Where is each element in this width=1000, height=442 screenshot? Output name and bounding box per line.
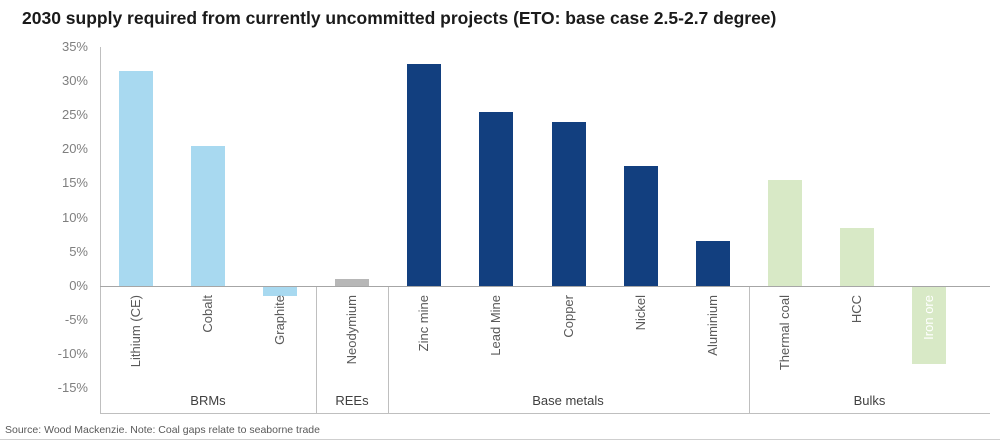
category-label-iron-ore: Iron ore — [921, 295, 936, 340]
y-axis-tick-label: 25% — [61, 107, 88, 123]
y-axis-tick-label: -15% — [57, 380, 88, 395]
category-label-lithium-ce: Lithium (CE) — [128, 295, 143, 368]
category-label-hcc: HCC — [849, 295, 864, 324]
category-label-copper: Copper — [561, 295, 576, 338]
y-axis-tick-label: -10% — [57, 345, 88, 361]
category-label-neodymium: Neodymium — [344, 295, 359, 365]
y-axis-line — [100, 47, 101, 413]
bar-neodymium — [335, 279, 369, 286]
group-separator — [388, 286, 389, 413]
bar-copper — [552, 122, 586, 286]
group-label-bulks: Bulks — [853, 393, 886, 408]
category-label-cobalt: Cobalt — [200, 295, 215, 333]
bottom-divider — [0, 439, 1000, 440]
bar-thermal-coal — [768, 180, 802, 286]
category-label-lead-mine: Lead Mine — [488, 295, 503, 356]
category-label-nickel: Nickel — [633, 295, 648, 331]
chart-title: 2030 supply required from currently unco… — [22, 8, 777, 28]
bar-graphite — [263, 286, 297, 296]
group-separator — [749, 286, 750, 413]
bar-hcc — [840, 228, 874, 286]
group-label-brms: BRMs — [190, 393, 226, 408]
y-axis-tick-label: 5% — [69, 243, 88, 259]
group-separator — [316, 286, 317, 413]
bar-lead-mine — [479, 112, 513, 286]
category-label-zinc-mine: Zinc mine — [416, 295, 431, 352]
bar-aluminium — [696, 241, 730, 286]
bar-cobalt — [191, 146, 225, 286]
source-note: Source: Wood Mackenzie. Note: Coal gaps … — [5, 424, 320, 436]
category-label-graphite: Graphite — [272, 295, 287, 345]
y-axis-tick-label: 0% — [69, 277, 88, 293]
y-axis-tick-label: 35% — [61, 39, 88, 54]
bar-nickel — [624, 166, 658, 286]
bar-zinc-mine — [407, 64, 441, 286]
bar-lithium-ce — [119, 71, 153, 286]
group-label-rees: REEs — [335, 393, 369, 408]
y-axis-tick-label: 15% — [61, 175, 88, 191]
group-label-base-metals: Base metals — [532, 393, 604, 408]
y-axis-tick-label: -5% — [64, 311, 88, 327]
y-axis-tick-label: 30% — [61, 73, 88, 89]
y-axis-tick-label: 10% — [61, 209, 88, 225]
category-label-aluminium: Aluminium — [705, 295, 720, 356]
y-axis-tick-label: 20% — [61, 141, 88, 157]
bar-iron-ore — [912, 286, 946, 364]
x-axis-bottom-line — [100, 413, 990, 414]
zero-axis-line — [100, 286, 990, 287]
category-label-thermal-coal: Thermal coal — [777, 295, 792, 371]
